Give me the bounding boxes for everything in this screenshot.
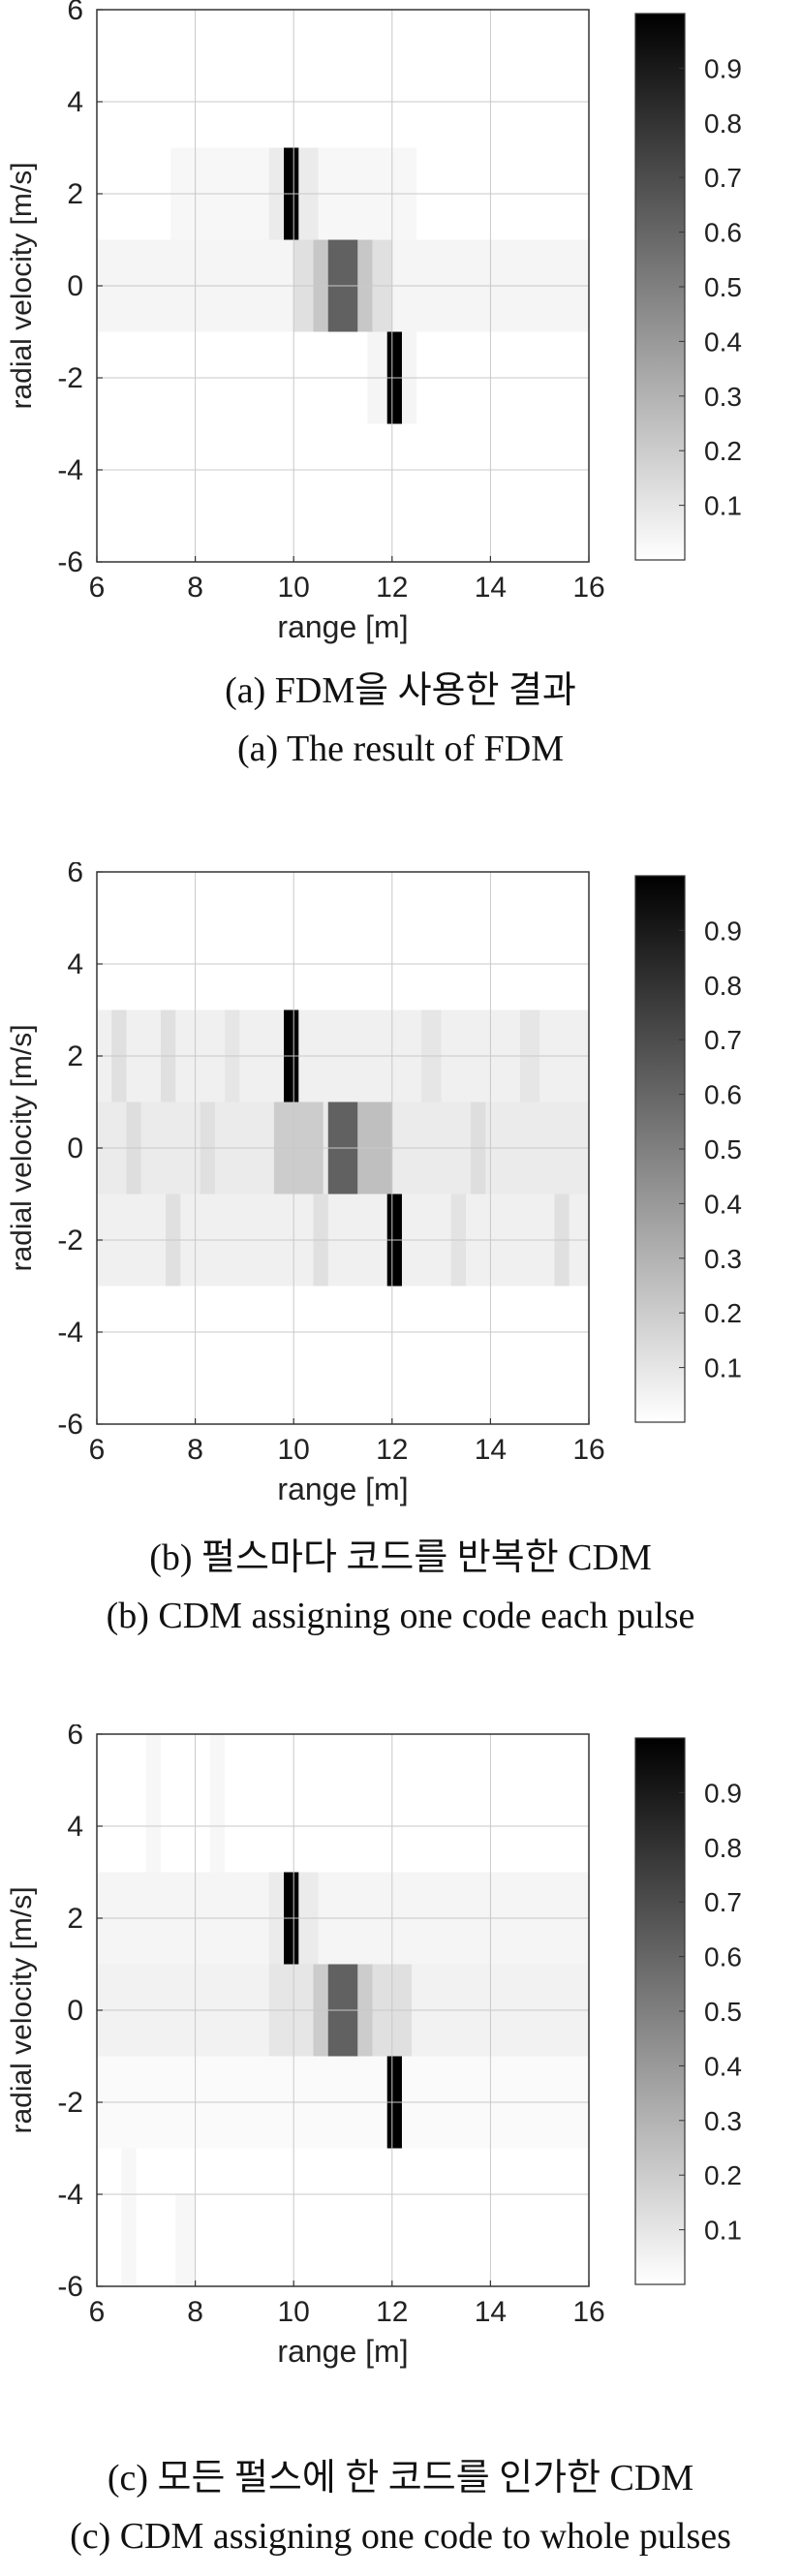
colorbar-tick-label: 0.9 bbox=[704, 1778, 742, 1808]
y-axis-label: radial velocity [m/s] bbox=[6, 162, 38, 409]
x-tick-label: 14 bbox=[475, 572, 507, 604]
chart-panel-c: 6 8 10 12 14 16 -6 -4 -2 0 2 4 6 range [m] radial velo… bbox=[0, 1724, 801, 2557]
heatmap-cell bbox=[175, 2194, 196, 2286]
x-tick-label: 8 bbox=[187, 2296, 203, 2328]
x-tick-label: 6 bbox=[89, 572, 106, 604]
x-tick-label: 10 bbox=[278, 2296, 310, 2328]
y-tick-label: 2 bbox=[67, 178, 83, 210]
y-tick-label: -4 bbox=[57, 454, 83, 486]
colorbar-tick-label: 0.8 bbox=[704, 109, 742, 139]
colorbar-tick-label: 0.4 bbox=[704, 326, 742, 357]
y-tick-label: 2 bbox=[67, 1903, 83, 1935]
caption-en-b: (b) CDM assigning one code each pulse bbox=[106, 1596, 695, 1636]
chart-panel-b: 6 8 10 12 14 16 -6 -4 -2 0 2 4 6 range [m] radial velo… bbox=[0, 862, 801, 1636]
colorbar-tick-label: 0.2 bbox=[704, 2160, 742, 2190]
heatmap-cell bbox=[145, 1734, 162, 1873]
caption-ko-b: (b) 펄스마다 코드를 반복한 CDM bbox=[149, 1537, 652, 1578]
chart-panel-a: 6 8 10 12 14 16 -6 -4 -2 0 2 4 6 range [m] radial velo… bbox=[0, 0, 801, 769]
colorbar-tick-label: 0.2 bbox=[704, 436, 742, 466]
colorbar-tick-label: 0.5 bbox=[704, 1997, 742, 2027]
x-tick-label: 16 bbox=[572, 1434, 604, 1466]
colorbar-tick-label: 0.7 bbox=[704, 1025, 742, 1055]
colorbar-tick-label: 0.6 bbox=[704, 1942, 742, 1972]
colorbar-tick-label: 0.2 bbox=[704, 1298, 742, 1328]
caption-ko-a: (a) FDM을 사용한 결과 bbox=[225, 670, 576, 711]
colorbar-tick-label: 0.9 bbox=[704, 916, 742, 946]
x-tick-label: 14 bbox=[475, 1434, 507, 1466]
colorbar-tick-label: 0.5 bbox=[704, 272, 742, 302]
x-tick-label: 6 bbox=[89, 2296, 106, 2328]
y-tick-label: 6 bbox=[67, 862, 83, 888]
colorbar bbox=[634, 13, 686, 561]
x-tick-label: 12 bbox=[376, 572, 408, 604]
y-axis-label: radial velocity [m/s] bbox=[6, 1886, 38, 2133]
colorbar-tick-label: 0.9 bbox=[704, 53, 742, 83]
y-tick-label: -2 bbox=[57, 1225, 83, 1257]
colorbar bbox=[634, 875, 686, 1423]
y-tick-label: 4 bbox=[67, 948, 83, 980]
colorbar-tick-label: 0.3 bbox=[704, 1244, 742, 1274]
x-axis-label: range [m] bbox=[277, 2334, 408, 2369]
x-tick-label: 8 bbox=[187, 1434, 203, 1466]
colorbar-tick-label: 0.4 bbox=[704, 1189, 742, 1219]
colorbar-tick-label: 0.8 bbox=[704, 971, 742, 1001]
y-tick-label: 4 bbox=[67, 86, 83, 118]
colorbar-tick-label: 0.6 bbox=[704, 218, 742, 248]
x-axis-label: range [m] bbox=[277, 1472, 408, 1506]
y-tick-label: -4 bbox=[57, 1317, 83, 1349]
x-tick-label: 10 bbox=[278, 572, 310, 604]
y-tick-label: -6 bbox=[57, 2271, 83, 2303]
y-tick-label: 4 bbox=[67, 1811, 83, 1843]
y-tick-label: -6 bbox=[57, 1409, 83, 1441]
colorbar-tick-label: 0.6 bbox=[704, 1080, 742, 1110]
heatmap-cell bbox=[209, 1734, 226, 1873]
heatmap-chart-c: 6 8 10 12 14 16 -6 -4 -2 0 2 4 6 range [m] radial velo… bbox=[6, 1724, 742, 2369]
caption-en-c: (c) CDM assigning one code to whole puls… bbox=[70, 2516, 731, 2557]
x-tick-label: 6 bbox=[89, 1434, 106, 1466]
x-tick-label: 8 bbox=[187, 572, 203, 604]
colorbar-tick-label: 0.7 bbox=[704, 1887, 742, 1917]
y-tick-label: -2 bbox=[57, 362, 83, 394]
colorbar-tick-label: 0.1 bbox=[704, 491, 742, 521]
y-tick-label: 0 bbox=[67, 1133, 83, 1164]
colorbar-tick-label: 0.4 bbox=[704, 2051, 742, 2081]
colorbar-tick-label: 0.1 bbox=[704, 2216, 742, 2246]
colorbar-tick-label: 0.7 bbox=[704, 163, 742, 193]
colorbar-tick-label: 0.1 bbox=[704, 1353, 742, 1383]
colorbar-tick-label: 0.3 bbox=[704, 2106, 742, 2136]
heatmap-chart-a: 6 8 10 12 14 16 -6 -4 -2 0 2 4 6 range [m] radial velo… bbox=[6, 0, 742, 644]
colorbar-tick-label: 0.3 bbox=[704, 382, 742, 412]
y-axis-label: radial velocity [m/s] bbox=[6, 1024, 38, 1271]
y-tick-label: 6 bbox=[67, 0, 83, 26]
heatmap-chart-b: 6 8 10 12 14 16 -6 -4 -2 0 2 4 6 range [m] radial velo… bbox=[6, 862, 742, 1506]
caption-ko-c: (c) 모든 펄스에 한 코드를 인가한 CDM bbox=[107, 2458, 694, 2498]
y-tick-label: -2 bbox=[57, 2087, 83, 2119]
colorbar bbox=[634, 1737, 686, 2285]
x-tick-label: 16 bbox=[572, 572, 604, 604]
y-tick-label: 0 bbox=[67, 1995, 83, 2027]
y-tick-label: -4 bbox=[57, 2179, 83, 2211]
y-tick-label: 2 bbox=[67, 1040, 83, 1072]
y-tick-label: 6 bbox=[67, 1724, 83, 1751]
y-tick-label: 0 bbox=[67, 270, 83, 302]
caption-en-a: (a) The result of FDM bbox=[236, 729, 564, 769]
heatmap-cell bbox=[121, 2148, 137, 2286]
colorbar-tick-label: 0.5 bbox=[704, 1134, 742, 1164]
colorbar-tick-label: 0.8 bbox=[704, 1833, 742, 1863]
x-tick-label: 12 bbox=[376, 1434, 408, 1466]
x-axis-label: range [m] bbox=[277, 609, 408, 644]
x-tick-label: 16 bbox=[572, 2296, 604, 2328]
y-tick-label: -6 bbox=[57, 546, 83, 578]
x-tick-label: 12 bbox=[376, 2296, 408, 2328]
x-tick-label: 10 bbox=[278, 1434, 310, 1466]
x-tick-label: 14 bbox=[475, 2296, 507, 2328]
